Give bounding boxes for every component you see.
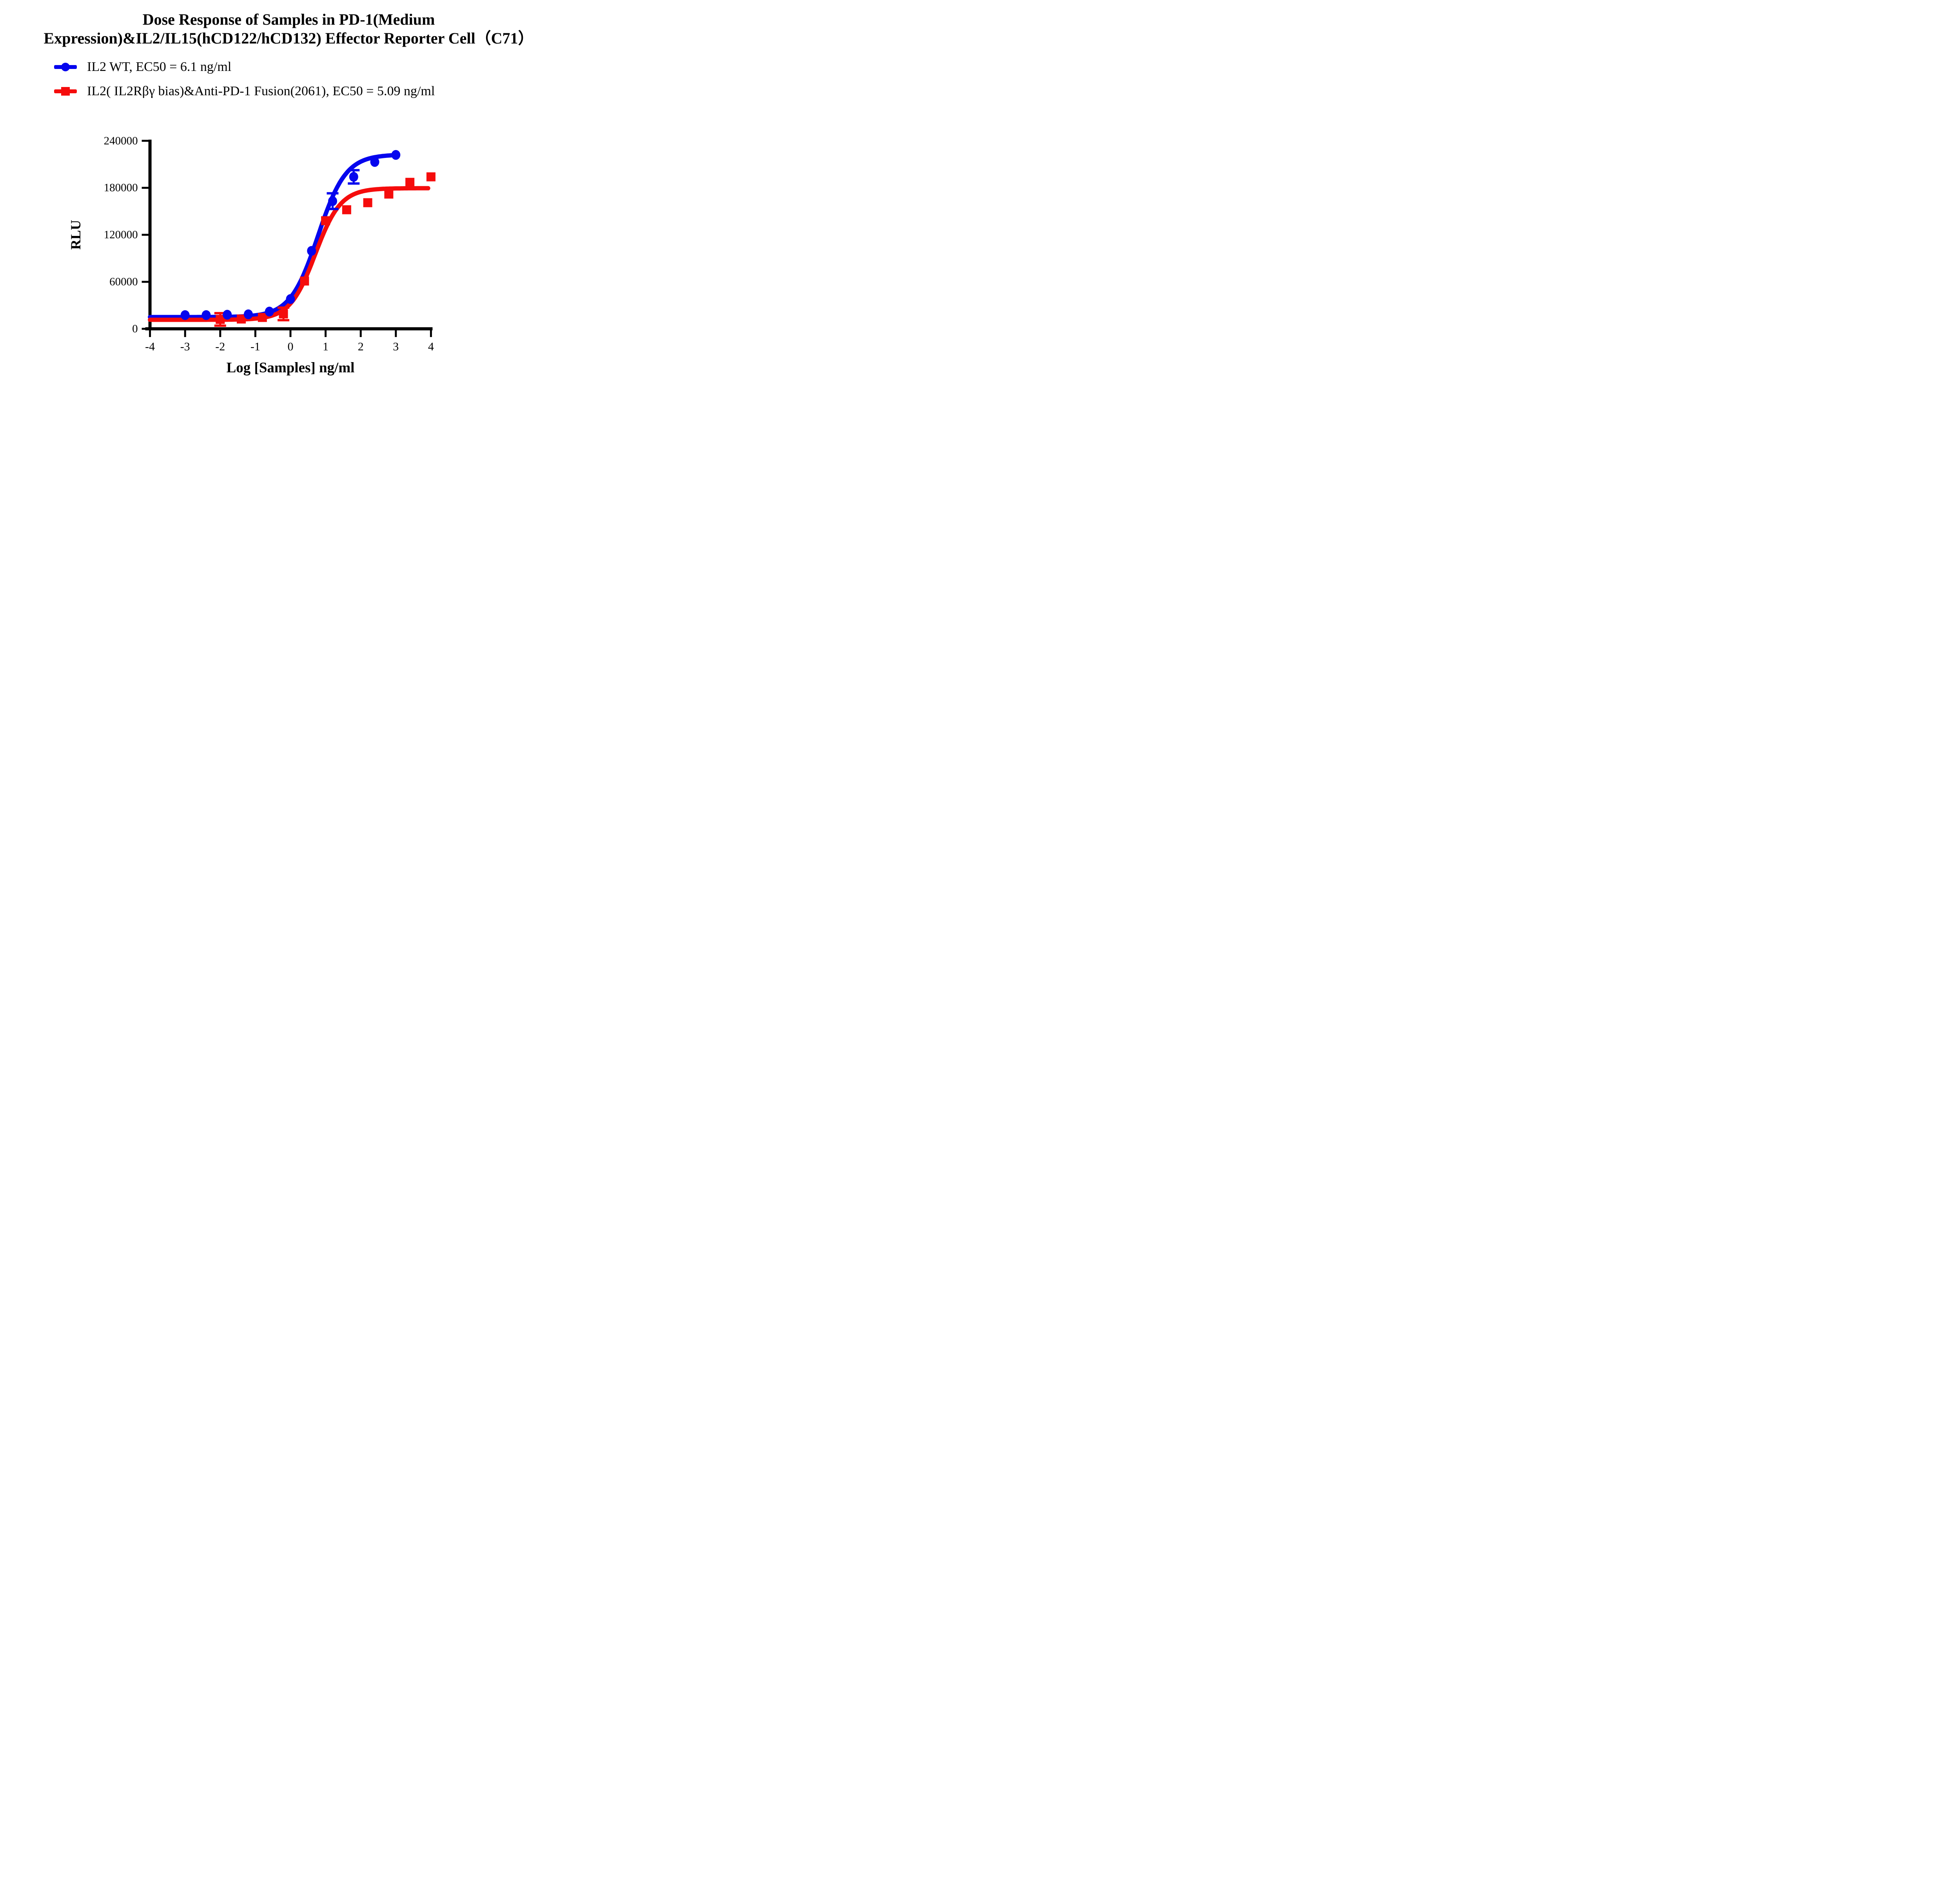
error-bars-fusion <box>214 306 290 327</box>
dose-response-figure: Dose Response of Samples in PD-1(Medium … <box>0 0 577 378</box>
svg-text:1: 1 <box>323 340 328 353</box>
svg-text:180000: 180000 <box>104 181 138 194</box>
legend-item-fusion: IL2( IL2Rβγ bias)&Anti-PD-1 Fusion(2061)… <box>54 79 577 103</box>
y-axis-label: RLU <box>68 220 83 250</box>
y-axis: 0 60000 120000 180000 240000 RLU <box>68 134 152 335</box>
legend: IL2 WT, EC50 = 6.1 ng/ml IL2( IL2Rβγ bia… <box>54 55 577 103</box>
svg-text:2: 2 <box>358 340 364 353</box>
svg-text:0: 0 <box>132 323 138 335</box>
error-bars-il2wt <box>327 169 360 210</box>
svg-text:0: 0 <box>288 340 294 353</box>
svg-text:-4: -4 <box>145 340 155 353</box>
fit-curve-il2wt <box>148 153 398 319</box>
data-points-il2wt <box>180 150 401 320</box>
svg-text:60000: 60000 <box>109 276 138 288</box>
legend-square-marker-icon <box>54 87 77 96</box>
svg-text:-3: -3 <box>180 340 190 353</box>
fit-curve-fusion <box>148 186 430 322</box>
svg-text:120000: 120000 <box>104 228 138 241</box>
data-points-fusion <box>216 172 436 324</box>
svg-text:-2: -2 <box>215 340 225 353</box>
svg-text:3: 3 <box>393 340 399 353</box>
legend-label-il2wt: IL2 WT, EC50 = 6.1 ng/ml <box>87 60 232 74</box>
x-axis: -4 -3 -2 -1 0 1 2 3 4 Log [Samples] ng/ml <box>145 327 434 376</box>
chart-area: Dose Response of Samples in PD-1(Medium … <box>0 10 577 378</box>
legend-circle-marker-icon <box>54 62 77 72</box>
svg-text:-1: -1 <box>250 340 260 353</box>
x-axis-label: Log [Samples] ng/ml <box>227 360 355 376</box>
svg-text:4: 4 <box>428 340 434 353</box>
legend-item-il2wt: IL2 WT, EC50 = 6.1 ng/ml <box>54 55 577 79</box>
svg-text:240000: 240000 <box>104 134 138 147</box>
chart-title-line2: Expression)&IL2/IL15(hCD122/hCD132) Effe… <box>44 29 534 47</box>
chart-title: Dose Response of Samples in PD-1(Medium … <box>0 10 577 48</box>
legend-label-fusion: IL2( IL2Rβγ bias)&Anti-PD-1 Fusion(2061)… <box>87 84 435 98</box>
chart-title-line1: Dose Response of Samples in PD-1(Medium <box>142 11 435 28</box>
